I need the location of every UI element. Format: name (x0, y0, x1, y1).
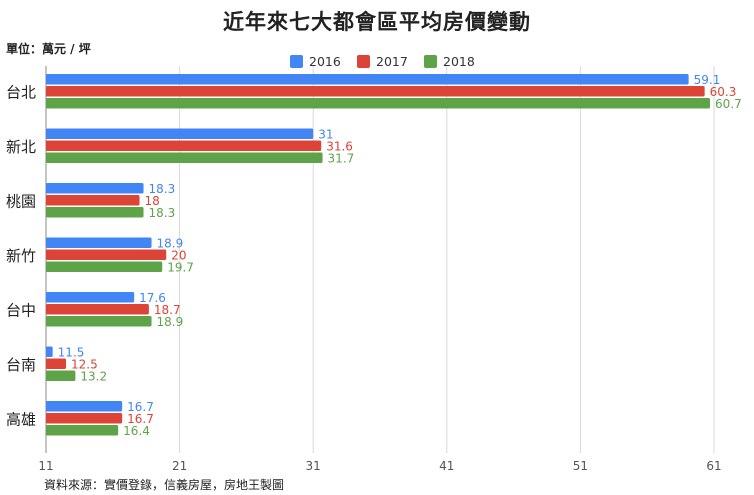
bar (46, 86, 705, 97)
chart-title: 近年來七大都會區平均房價變動 (223, 10, 531, 34)
data-label: 11.5 (58, 346, 85, 360)
legend-label: 2016 (309, 54, 341, 69)
data-label: 31 (318, 128, 333, 142)
category-label: 台中 (6, 301, 36, 319)
category-label: 高雄 (6, 410, 36, 428)
data-label: 20 (171, 249, 186, 263)
legend-swatch (424, 55, 437, 68)
bar (46, 401, 123, 412)
bar (46, 98, 710, 109)
data-label: 18.3 (149, 206, 176, 220)
x-tick-label: 21 (172, 459, 187, 473)
x-tick-label: 41 (439, 459, 454, 473)
data-label: 60.7 (715, 97, 742, 111)
category-label: 台北 (6, 83, 36, 101)
bar (46, 249, 167, 260)
legend-swatch (290, 55, 303, 68)
bar (46, 292, 135, 303)
legend-label: 2018 (443, 54, 475, 69)
bar (46, 152, 323, 163)
x-tick-label: 61 (706, 459, 721, 473)
unit-label: 單位：萬元 / 坪 (6, 42, 91, 56)
data-label: 59.1 (694, 73, 721, 87)
bar (46, 413, 123, 424)
bar (46, 74, 689, 85)
bar (46, 346, 53, 357)
bar (46, 358, 67, 369)
data-label: 18.3 (149, 182, 176, 196)
bar (46, 316, 152, 327)
category-label: 台南 (6, 356, 36, 374)
bar (46, 195, 140, 206)
category-label: 新北 (6, 138, 36, 156)
x-tick-label: 11 (38, 459, 53, 473)
bar (46, 304, 149, 315)
bar (46, 237, 152, 248)
data-label: 18.9 (157, 237, 184, 251)
x-tick-label: 31 (306, 459, 321, 473)
data-label: 16.7 (127, 400, 154, 414)
data-label: 18.9 (157, 315, 184, 329)
data-label: 60.3 (710, 85, 737, 99)
data-label: 31.7 (328, 152, 355, 166)
category-label: 新竹 (6, 247, 36, 265)
category-label: 桃園 (6, 192, 36, 210)
legend-label: 2017 (376, 54, 408, 69)
source-label: 資料來源：實價登錄，信義房屋，房地王製圖 (44, 478, 285, 492)
data-label: 16.7 (127, 412, 154, 426)
bar (46, 207, 144, 218)
legend-swatch (357, 55, 370, 68)
data-label: 16.4 (123, 424, 150, 438)
data-label: 18.7 (154, 303, 181, 317)
bar (46, 370, 76, 381)
data-label: 19.7 (167, 261, 194, 275)
bar (46, 183, 144, 194)
bar (46, 128, 314, 139)
data-label: 12.5 (71, 358, 98, 372)
data-label: 13.2 (80, 370, 107, 384)
data-label: 31.6 (326, 140, 353, 154)
data-label: 17.6 (139, 291, 166, 305)
bar (46, 140, 322, 151)
data-label: 18 (145, 194, 160, 208)
bar (46, 425, 119, 436)
x-tick-label: 51 (573, 459, 588, 473)
bar (46, 261, 163, 272)
